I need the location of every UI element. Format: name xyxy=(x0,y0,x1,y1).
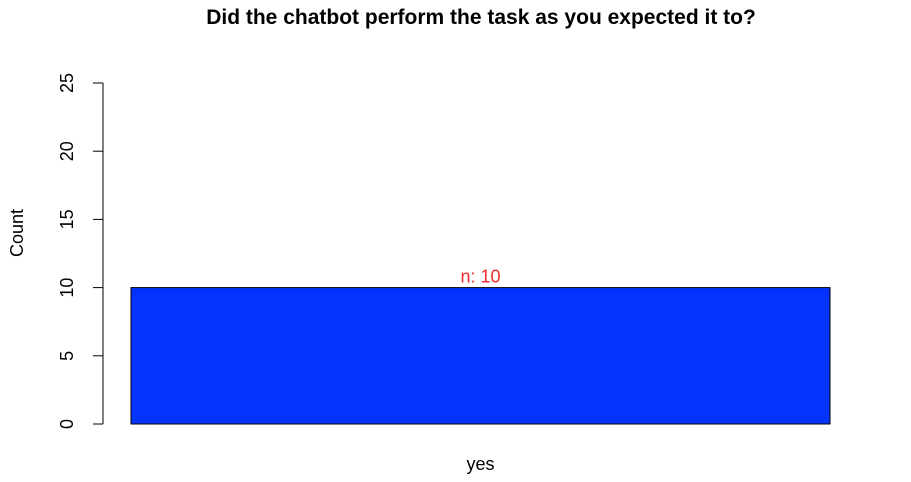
data-labels: n: 10 xyxy=(460,267,500,287)
chart-title: Did the chatbot perform the task as you … xyxy=(206,6,756,29)
bars xyxy=(130,287,831,425)
y-tick-label: 20 xyxy=(57,141,77,161)
bar-yes xyxy=(130,287,831,425)
y-tick-label: 5 xyxy=(57,351,77,361)
y-tick-label: 15 xyxy=(57,209,77,229)
y-tick-label: 25 xyxy=(57,73,77,93)
y-tick-label: 0 xyxy=(57,419,77,429)
y-axis-ticks: 0 5 10 15 20 25 xyxy=(57,73,103,429)
x-tick-label: yes xyxy=(466,454,494,474)
bar-data-label: n: 10 xyxy=(460,267,500,287)
y-tick-label: 10 xyxy=(57,278,77,298)
y-axis-label: Count xyxy=(7,209,27,257)
x-axis-tick-labels: yes xyxy=(466,454,494,474)
